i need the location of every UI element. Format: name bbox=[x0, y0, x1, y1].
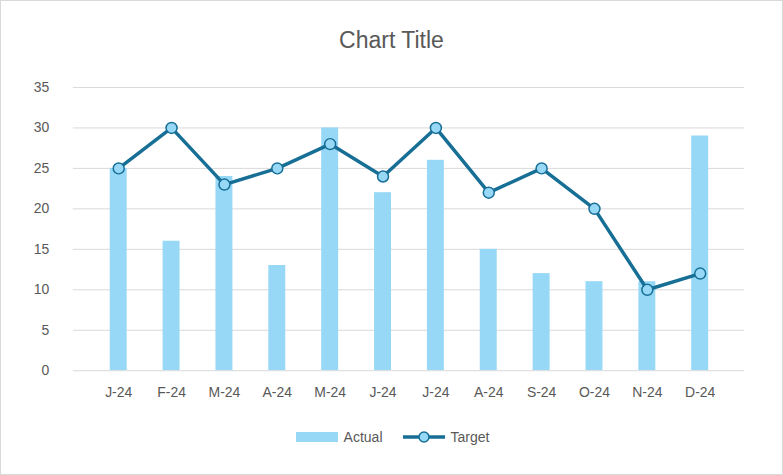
svg-text:A-24: A-24 bbox=[474, 384, 504, 400]
svg-text:S-24: S-24 bbox=[527, 384, 557, 400]
html-text:Chart Title: Chart Title bbox=[339, 27, 444, 53]
svg-text:D-24: D-24 bbox=[685, 384, 715, 400]
svg-text:F-24: F-24 bbox=[157, 384, 186, 400]
svg-text:J-24: J-24 bbox=[422, 384, 449, 400]
svg-text:30: 30 bbox=[34, 119, 50, 135]
svg-text:5: 5 bbox=[42, 322, 50, 338]
svg-text:0: 0 bbox=[42, 362, 50, 378]
svg-text:M-24: M-24 bbox=[209, 384, 241, 400]
svg-text:M-24: M-24 bbox=[314, 384, 346, 400]
svg-text:15: 15 bbox=[34, 241, 50, 257]
svg-text:J-24: J-24 bbox=[105, 384, 132, 400]
svg-text:10: 10 bbox=[34, 281, 50, 297]
svg-text:A-24: A-24 bbox=[263, 384, 293, 400]
svg-text:N-24: N-24 bbox=[632, 384, 662, 400]
html-text:Target: Target bbox=[450, 429, 490, 445]
svg-text:20: 20 bbox=[34, 200, 50, 216]
svg-text:J-24: J-24 bbox=[369, 384, 396, 400]
html-text:Actual: Actual bbox=[343, 429, 383, 445]
svg-text:35: 35 bbox=[34, 79, 50, 95]
svg-text:25: 25 bbox=[34, 160, 50, 176]
svg-text:O-24: O-24 bbox=[579, 384, 610, 400]
